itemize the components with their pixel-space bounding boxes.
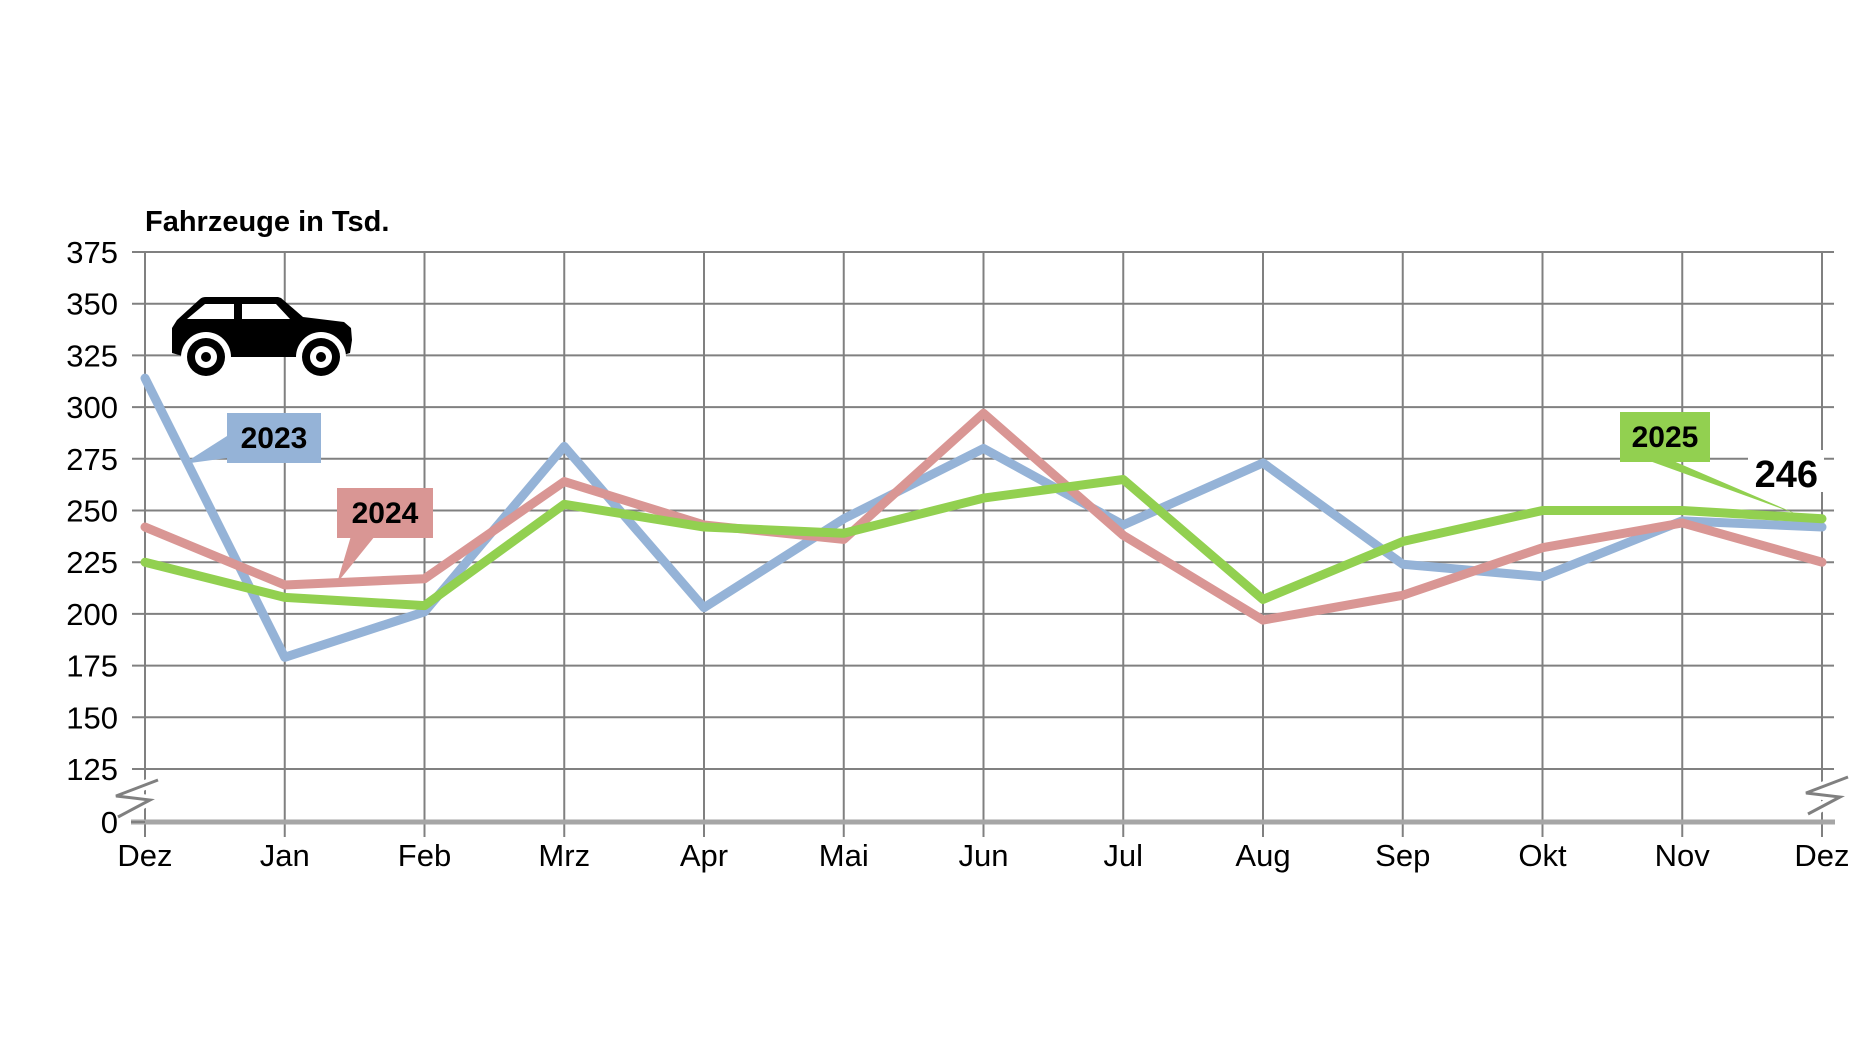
axis-break-marker-right	[1805, 775, 1849, 816]
y-axis-tick-label: 250	[66, 494, 118, 529]
callout-pointer-2025	[1647, 460, 1799, 515]
axis-break-markers	[114, 772, 1857, 822]
end-value-annotation: 246	[1748, 450, 1824, 496]
x-axis-tick-label: Dez	[1794, 838, 1849, 873]
callout-box-2024	[337, 488, 433, 538]
x-axis-tick-label: Aug	[1235, 838, 1290, 873]
y-axis-tick-label: 225	[66, 545, 118, 580]
y-axis-tick-label: 150	[66, 700, 118, 735]
y-axis-tick-label: 175	[66, 649, 118, 684]
series-callout-2024: 2024	[337, 488, 433, 583]
end-value-backing	[1748, 450, 1824, 492]
x-axis-tick-label: Apr	[680, 838, 728, 873]
x-axis-tick-label: Jul	[1103, 838, 1143, 873]
callout-box-2023	[227, 413, 321, 463]
x-axis-tick-label: Nov	[1655, 838, 1711, 873]
series-callout-2023: 2023	[183, 413, 321, 464]
y-axis-tick-label: 125	[66, 752, 118, 787]
x-axis-tick-label: Feb	[398, 838, 451, 873]
x-axis-tick-label: Jan	[260, 838, 310, 873]
x-axis-tick-label: Mai	[819, 838, 869, 873]
x-axis-tick-label: Sep	[1375, 838, 1430, 873]
car-icon	[172, 297, 352, 382]
series-lines	[140, 373, 1827, 662]
callout-pointer-2023	[183, 436, 227, 464]
y-axis-tick-label: 300	[66, 390, 118, 425]
series-line-2024	[140, 408, 1827, 625]
y-axis-tick-label: 200	[66, 597, 118, 632]
callout-box-2025	[1620, 412, 1710, 462]
axis-break-marker-left	[115, 778, 159, 819]
series-label-2025: 2025	[1632, 421, 1699, 454]
y-axis-tick-label: 0	[101, 805, 118, 840]
series-label-2023: 2023	[241, 422, 308, 455]
y-axis-tick-label: 275	[66, 442, 118, 477]
series-callout-2025: 2025	[1620, 412, 1799, 515]
x-axis-tick-label: Dez	[117, 838, 172, 873]
end-value-label: 246	[1755, 454, 1818, 496]
x-axis-tick-label: Okt	[1518, 838, 1567, 873]
x-axis-tick-label: Jun	[959, 838, 1009, 873]
callout-pointer-2024	[337, 536, 375, 583]
y-axis-tick-label: 325	[66, 338, 118, 373]
series-label-2024: 2024	[352, 497, 419, 530]
series-line-2025	[140, 474, 1827, 611]
y-axis-tick-label: 375	[66, 235, 118, 270]
x-axis-tick-label: Mrz	[538, 838, 590, 873]
series-line-2023	[140, 373, 1827, 662]
chart-title: Fahrzeuge in Tsd.	[145, 206, 389, 238]
y-axis-tick-label: 350	[66, 287, 118, 322]
